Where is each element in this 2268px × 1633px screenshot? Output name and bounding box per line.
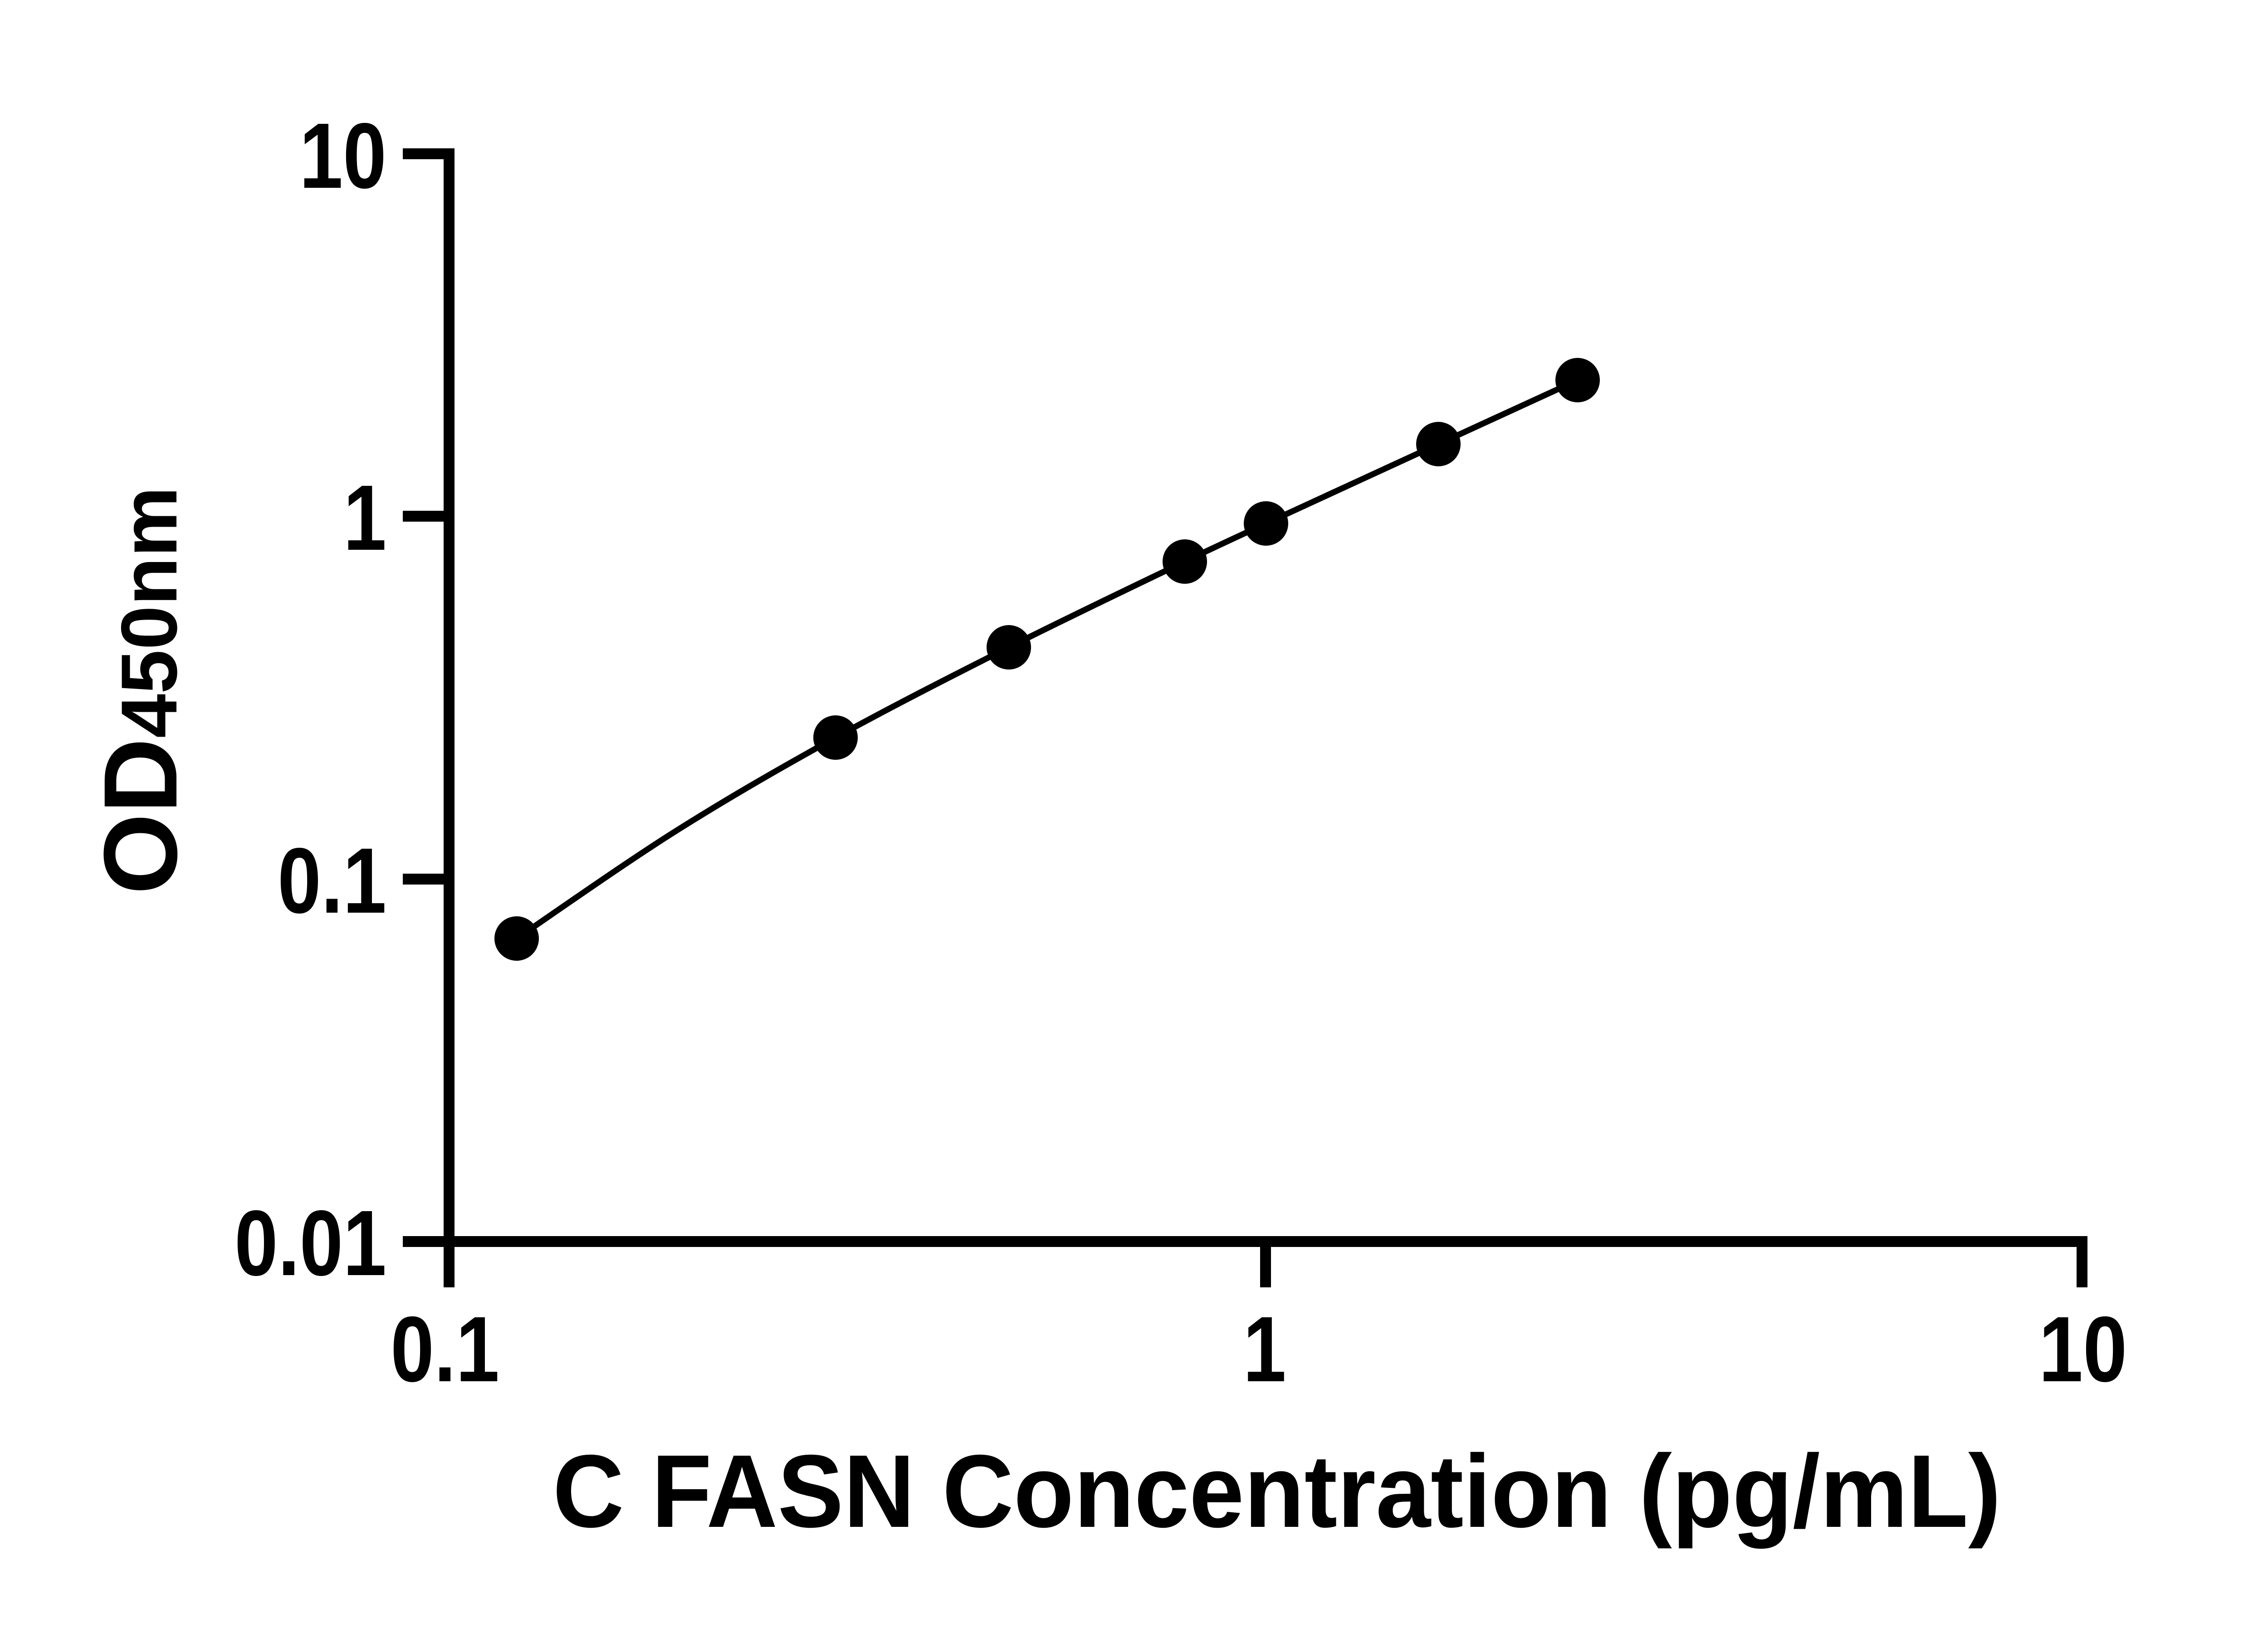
- svg-text:OD450nm: OD450nm: [82, 487, 199, 895]
- svg-text:0.1: 0.1: [391, 1297, 499, 1401]
- svg-text:C FASN Concentration (pg/mL): C FASN Concentration (pg/mL): [553, 1434, 2001, 1549]
- svg-text:0.1: 0.1: [278, 829, 386, 933]
- svg-text:1: 1: [343, 466, 386, 570]
- svg-text:0.01: 0.01: [235, 1191, 386, 1295]
- svg-text:10: 10: [299, 104, 386, 208]
- svg-text:1: 1: [1243, 1297, 1286, 1401]
- svg-text:10: 10: [2039, 1297, 2127, 1401]
